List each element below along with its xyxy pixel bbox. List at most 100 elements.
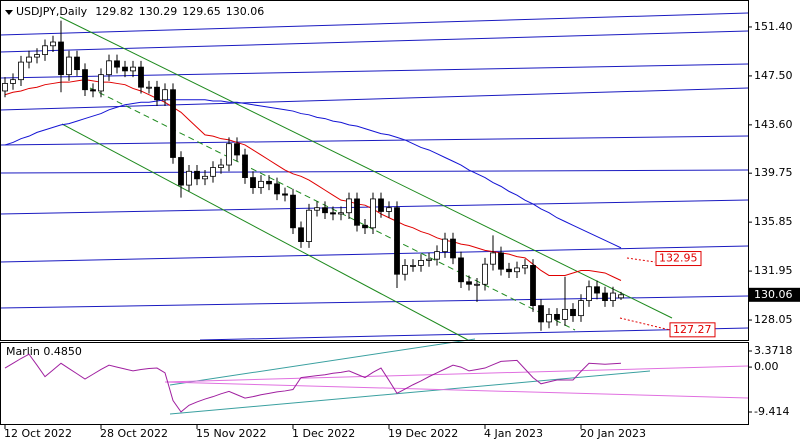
candle-body (322, 207, 328, 214)
candle-body (266, 180, 272, 185)
candle-body (506, 268, 512, 273)
indicator-pane (0, 342, 749, 425)
candle-body (74, 56, 80, 71)
candle-body (530, 265, 536, 307)
candle-body (226, 143, 232, 166)
candle-body (234, 143, 240, 156)
y-tick-label: 151.40 (754, 20, 793, 33)
candle-body (578, 300, 584, 317)
level-line (0, 245, 749, 263)
candle-body (138, 66, 144, 88)
candle-body (362, 224, 368, 229)
candle-body (154, 86, 160, 101)
trend-line (169, 370, 651, 415)
chart-header: USDJPY,Daily 129.82 130.29 129.65 130.06 (16, 5, 264, 18)
candle-body (114, 60, 120, 68)
candle-body (586, 286, 592, 301)
y-tick-label: 131.95 (754, 264, 793, 277)
candle-body (498, 252, 504, 270)
y-tick-label: 3.3718 (754, 344, 793, 357)
candle-body (298, 227, 304, 242)
candle-body (618, 294, 624, 299)
candle-body (434, 251, 440, 260)
candle-body (90, 89, 96, 92)
x-tick-label: 15 Nov 2022 (196, 427, 266, 440)
x-tick-label: 19 Dec 2022 (388, 427, 458, 440)
annotation-box (655, 251, 702, 267)
price-pane (0, 0, 749, 341)
candle-body (450, 238, 456, 259)
header-open: 129.82 (95, 5, 134, 18)
line-series (4, 353, 622, 413)
candle-body (594, 286, 600, 294)
candle-body (26, 56, 32, 63)
y-tick-label: 139.75 (754, 166, 793, 179)
candle-body (210, 167, 216, 177)
candle-body (418, 260, 424, 266)
level-line (0, 12, 749, 36)
candle-body (538, 305, 544, 323)
candle-body (394, 207, 400, 275)
candle-body (250, 177, 256, 189)
candle-body (474, 283, 480, 286)
y-tick-label: 135.85 (754, 215, 793, 228)
candle-body (34, 54, 40, 58)
candle-body (82, 69, 88, 91)
annotation: 127.27 (673, 323, 712, 336)
candle-body (346, 198, 352, 214)
y-tick-label: 147.50 (754, 69, 793, 82)
y-tick-label: -9.414 (754, 405, 789, 418)
candle-body (354, 198, 360, 226)
level-line (0, 87, 749, 111)
candle-body (50, 41, 56, 47)
leader (626, 257, 656, 263)
candle-body (258, 180, 264, 189)
candle-body (202, 175, 208, 180)
header-close: 130.06 (226, 5, 265, 18)
candle-body (306, 209, 312, 242)
candle-body (458, 257, 464, 283)
candle-body (186, 170, 192, 186)
candle-body (2, 83, 8, 92)
y-tick-label: 0.00 (754, 360, 779, 373)
channel-line (59, 16, 673, 319)
candle-body (122, 66, 128, 72)
line-series (4, 99, 622, 249)
annotation-box (669, 322, 716, 338)
candle-body (378, 198, 384, 212)
indicator-title: Marlin 0.4850 (6, 345, 82, 358)
candle-body (466, 281, 472, 285)
level-line (0, 135, 749, 146)
candle-body (42, 45, 48, 55)
x-tick-label: 1 Dec 2022 (292, 427, 355, 440)
candle-body (146, 86, 152, 89)
candle-body (482, 263, 488, 285)
candle-body (522, 265, 528, 269)
x-tick-label: 4 Jan 2023 (484, 427, 543, 440)
chart-title: USDJPY,Daily (16, 5, 88, 18)
line-series (4, 79, 622, 281)
candle-body (402, 265, 408, 275)
candle-body (218, 164, 224, 168)
candle-body (410, 265, 416, 267)
trend-line (164, 381, 749, 399)
candle-body (66, 56, 72, 76)
candle-body (562, 308, 568, 320)
header-high: 130.29 (139, 5, 178, 18)
candle-body (194, 170, 200, 180)
indicator-lines (164, 338, 749, 415)
price-label: 130.06 (754, 288, 793, 301)
candle-body (10, 79, 16, 84)
candle-body (162, 89, 168, 101)
candle-body (290, 194, 296, 229)
candle-body (130, 66, 136, 72)
annotation: 132.95 (659, 252, 698, 265)
channel-line (61, 123, 469, 341)
candle-body (490, 252, 496, 265)
candle-body (242, 154, 248, 178)
candle-body (282, 193, 288, 196)
header-low: 129.65 (182, 5, 221, 18)
candle-body (386, 207, 392, 212)
candle-body (58, 41, 64, 76)
